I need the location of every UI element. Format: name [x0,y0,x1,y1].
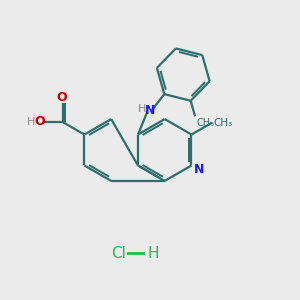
Text: N: N [194,163,204,176]
Text: H: H [138,104,146,114]
Text: CH₃: CH₃ [196,118,214,128]
Text: Cl: Cl [112,246,126,261]
Text: CH₃: CH₃ [213,118,232,128]
Text: O: O [56,91,67,104]
Text: N: N [145,104,155,117]
Text: O: O [34,115,45,128]
Text: H: H [147,246,159,261]
Text: H: H [27,117,35,127]
